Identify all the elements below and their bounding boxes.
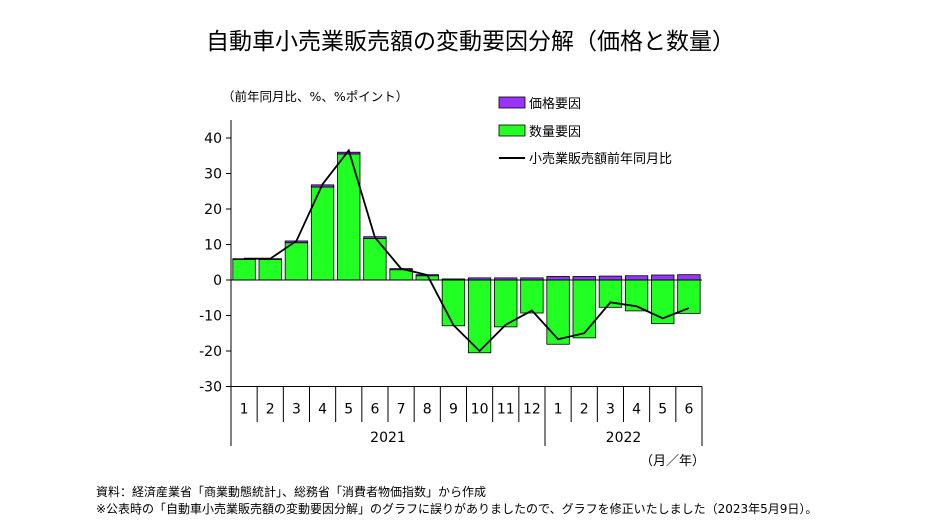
y-tick-label: 30 [204,167,222,183]
x-tick-label: 9 [449,402,458,418]
x-tick-label: 7 [397,402,406,418]
bar-quantity [572,279,596,339]
legend-label: 価格要因 [529,96,581,112]
x-tick-label: 3 [606,402,615,418]
x-tick-label: 1 [554,402,563,418]
bar-price [677,274,701,281]
x-tick-label: 3 [292,402,301,418]
bar-quantity [441,279,466,327]
y-tick-label: -10 [199,309,222,325]
correction-note: ※公表時の「自動車小売業販売額の変動要因分解」のグラフに誤りがありましたので、グ… [96,502,818,516]
x-tick-label: 10 [471,402,489,418]
year-label: 2022 [606,430,642,446]
y-tick-label: -30 [199,380,222,396]
bar-quantity [284,242,309,281]
y-tick-label: 20 [204,202,222,218]
bar-quantity [258,259,282,281]
x-tick-label: 2 [580,402,589,418]
y-axis-label: （前年同月比、%、%ポイント） [222,89,409,104]
bar-quantity [337,153,361,281]
bar-quantity [520,279,544,314]
x-tick-label: 4 [318,402,327,418]
bar-price [598,275,623,281]
x-tick-label: 1 [240,402,249,418]
year-label: 2021 [370,430,406,446]
bar-quantity [363,238,387,281]
bar-quantity [651,279,675,325]
x-tick-label: 2 [266,402,275,418]
y-tick-label: 10 [204,238,222,254]
x-tick-label: 6 [370,402,379,418]
line-sales-yoy [244,148,690,353]
bar-price [572,276,596,281]
bar-quantity [546,279,570,345]
chart-title: 自動車小売業販売額の変動要因分解（価格と数量） [206,29,735,55]
x-tick-label: 6 [684,402,693,418]
x-axis-unit: （月／年） [640,454,706,469]
bar-price [651,274,675,281]
y-tick-label: 40 [204,131,222,147]
bar-price [624,275,649,281]
legend-label: 小売業販売額前年同月比 [529,151,672,167]
x-tick-label: 11 [497,402,515,418]
x-tick-label: 5 [658,402,667,418]
legend-swatch [498,96,526,109]
x-tick-label: 4 [632,402,641,418]
legend-label: 数量要因 [529,125,581,140]
x-tick-label: 12 [523,402,541,418]
y-tick-label: 0 [213,273,222,289]
source-note: 資料：経済産業省「商業動態統計」、総務省「消費者物価指数」から作成 [96,485,487,499]
bar-price [546,276,570,281]
x-tick-label: 5 [344,402,353,418]
bar-quantity [232,259,256,281]
x-tick-label: 8 [423,402,432,418]
legend-swatch [498,124,526,137]
y-tick-label: -20 [199,344,222,360]
